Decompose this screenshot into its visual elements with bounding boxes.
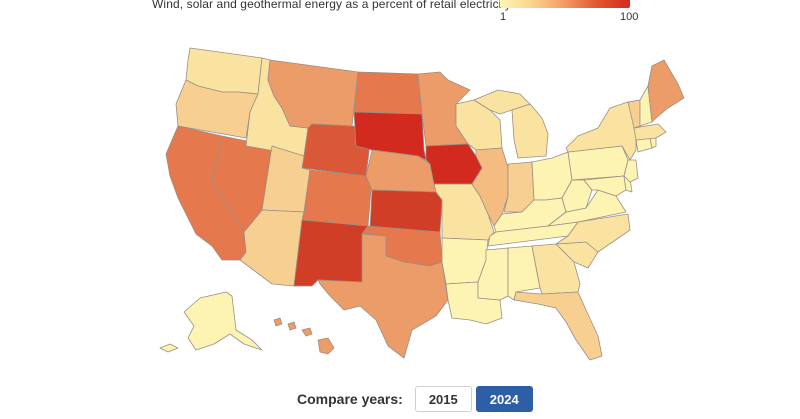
state-texas[interactable]	[317, 233, 449, 359]
state-alaska[interactable]	[183, 291, 263, 351]
legend-color-scale	[500, 0, 630, 8]
state-south-dakota[interactable]	[353, 111, 427, 161]
state-florida[interactable]	[513, 291, 603, 361]
state-colorado[interactable]	[301, 169, 373, 227]
state-massachusetts[interactable]	[633, 123, 667, 141]
state-maine[interactable]	[647, 59, 685, 123]
state-kansas[interactable]	[369, 189, 443, 233]
state-arizona[interactable]	[239, 209, 305, 287]
hawaii-island-oahu	[287, 321, 297, 331]
state-hawaii[interactable]	[317, 337, 335, 355]
state-illinois[interactable]	[471, 147, 509, 227]
hawaii-island-maui	[301, 327, 313, 337]
year-button-2024[interactable]: 2024	[475, 386, 533, 412]
hawaii-island-kauai	[273, 317, 283, 327]
us-choropleth-map	[159, 47, 685, 361]
state-new-jersey[interactable]	[623, 159, 639, 183]
compare-years-control: Compare years: 2015 2024	[297, 386, 533, 412]
compare-years-label: Compare years:	[297, 391, 403, 407]
legend-title: Wind, solar and geothermal energy as a p…	[152, 0, 543, 11]
state-michigan-up[interactable]	[473, 89, 531, 115]
state-new-mexico[interactable]	[293, 219, 369, 287]
state-michigan[interactable]	[511, 103, 549, 159]
alaska-aleutians	[159, 343, 179, 353]
legend-max-label: 100	[620, 11, 639, 23]
legend-min-label: 1	[500, 11, 507, 23]
year-button-2015[interactable]: 2015	[414, 386, 472, 412]
state-iowa[interactable]	[425, 143, 483, 185]
state-north-dakota[interactable]	[353, 71, 423, 115]
